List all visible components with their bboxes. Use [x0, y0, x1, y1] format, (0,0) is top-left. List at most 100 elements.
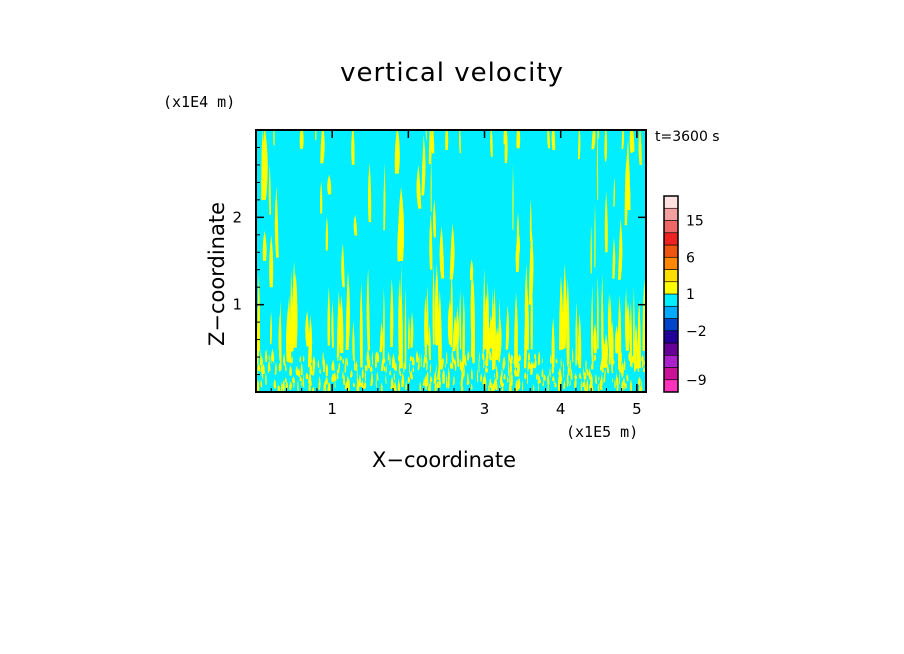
turbulent-cell [541, 357, 543, 364]
turbulent-cell [622, 377, 626, 387]
turbulent-cell [426, 358, 428, 371]
updraft-plume [462, 293, 465, 369]
turbulent-cell [550, 354, 552, 364]
upper-plume [268, 164, 272, 215]
updraft-plume [562, 263, 567, 349]
major-plume [439, 226, 445, 279]
turbulent-cell [534, 353, 537, 360]
turbulent-cell [416, 355, 419, 361]
upper-plume [613, 176, 616, 207]
turbulent-cell [597, 383, 600, 392]
top-plume [299, 130, 304, 149]
turbulent-cell [327, 381, 331, 392]
top-plume [425, 130, 427, 140]
turbulent-cell [374, 351, 378, 359]
updraft-plume [591, 284, 594, 370]
updraft-plume [269, 311, 273, 345]
updraft-plume [456, 310, 460, 345]
turbulent-cell [528, 360, 531, 369]
y-tick-label: 2 [232, 208, 242, 226]
turbulent-cell [543, 374, 546, 381]
turbulent-cell [317, 359, 320, 368]
turbulent-cell [616, 379, 619, 392]
turbulent-cell [405, 380, 407, 391]
turbulent-cell [349, 369, 353, 378]
x-axis-label: X−coordinate [372, 448, 516, 472]
turbulent-cell [586, 378, 589, 392]
colorbar-label: −9 [686, 373, 707, 389]
turbulent-cell [560, 357, 562, 367]
top-plume [604, 130, 608, 159]
turbulent-cell [318, 375, 321, 390]
turbulent-cell [285, 380, 288, 389]
time-annotation: t=3600 s [655, 129, 720, 145]
turbulent-cell [409, 360, 410, 374]
turbulent-cell [376, 371, 379, 381]
turbulent-cell [424, 374, 427, 388]
updraft-plume [336, 290, 341, 358]
turbulent-cell [425, 381, 428, 391]
colorbar-segment [663, 195, 679, 209]
top-plume [273, 130, 275, 146]
turbulent-cell [478, 350, 480, 362]
turbulent-cell [485, 367, 488, 373]
x-unit-label: (x1E5 m) [566, 423, 639, 441]
turbulent-cell [478, 358, 480, 373]
turbulent-cell [305, 372, 309, 380]
turbulent-cell [476, 368, 479, 382]
turbulent-cell [323, 382, 325, 392]
turbulent-cell [510, 371, 513, 387]
major-plume [429, 212, 433, 270]
turbulent-cell [537, 372, 539, 384]
turbulent-cell [267, 360, 271, 371]
turbulent-cell [460, 378, 463, 385]
turbulent-cell [346, 356, 349, 366]
updraft-plume [603, 333, 609, 368]
turbulent-cell [262, 363, 265, 374]
turbulent-cell [538, 378, 541, 384]
updraft-plume [379, 322, 383, 353]
updraft-plume [525, 287, 530, 345]
upper-plume [449, 223, 455, 280]
updraft-plume [382, 327, 385, 363]
x-tick-label: 5 [632, 400, 642, 418]
turbulent-cell [297, 379, 299, 392]
turbulent-cell [339, 355, 342, 361]
turbulent-cell [566, 373, 569, 387]
top-plume [351, 130, 355, 165]
top-plume [547, 130, 551, 149]
turbulent-cell [298, 370, 301, 376]
turbulent-cell [618, 371, 620, 385]
updraft-plume [359, 282, 363, 368]
turbulent-cell [502, 359, 505, 370]
turbulent-cell [420, 353, 422, 368]
turbulent-cell [367, 355, 370, 362]
turbulent-cell [555, 358, 558, 364]
turbulent-cell [448, 371, 450, 381]
turbulent-cell [293, 381, 295, 388]
turbulent-cell [387, 351, 390, 361]
turbulent-cell [265, 349, 268, 362]
turbulent-cell [621, 361, 624, 377]
turbulent-cell [299, 355, 302, 363]
turbulent-cell [535, 372, 538, 380]
turbulent-cell [530, 361, 533, 375]
top-plume [445, 130, 449, 150]
updraft-plume [625, 301, 630, 351]
turbulent-cell [559, 370, 562, 385]
turbulent-cell [634, 355, 638, 369]
turbulent-cell [583, 366, 584, 376]
updraft-plume [459, 289, 462, 350]
turbulent-cell [496, 371, 499, 380]
turbulent-cell [503, 373, 506, 380]
turbulent-cell [301, 379, 303, 387]
colorbar-segment [663, 318, 679, 332]
turbulent-cell [342, 358, 345, 364]
upper-plume [367, 162, 372, 223]
updraft-plume [432, 264, 435, 345]
turbulent-cell [401, 372, 405, 388]
turbulent-cell [542, 380, 544, 387]
turbulent-cell [295, 365, 299, 376]
updraft-plume [390, 278, 394, 347]
turbulent-cell [563, 380, 566, 390]
